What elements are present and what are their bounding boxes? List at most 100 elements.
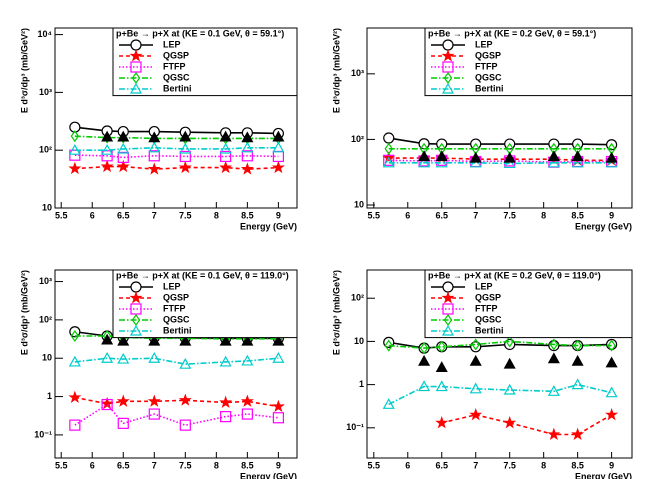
- marker: [418, 156, 431, 168]
- marker: [240, 394, 254, 407]
- x-tick-label: 8: [214, 460, 219, 470]
- marker: [220, 411, 232, 423]
- legend-label: QGSP: [475, 292, 501, 302]
- legend-label: FTFP: [475, 61, 498, 71]
- x-tick-label: 6: [405, 460, 410, 470]
- marker: [241, 354, 254, 366]
- marker: [148, 131, 161, 143]
- x-tick-label: 8.5: [571, 210, 584, 220]
- marker: [383, 154, 395, 166]
- panel: 5.5 6 6.5 7 7.5 8 8.5 9 10⁻¹ 1 10 10² Energy (GeV) E …: [331, 269, 633, 479]
- x-tick-label: 7: [152, 460, 157, 470]
- y-axis-label: E d³σ/dp³ (mb/GeV²): [19, 270, 29, 355]
- marker: [101, 333, 114, 345]
- marker: [442, 39, 454, 51]
- marker: [178, 160, 192, 174]
- marker: [219, 334, 232, 346]
- x-tick-label: 6.5: [435, 460, 448, 470]
- marker: [549, 338, 559, 351]
- marker: [505, 335, 514, 348]
- x-tick-label: 9: [276, 460, 281, 470]
- x-tick-label: 7.5: [179, 210, 192, 220]
- y-tick-label: 10³: [39, 87, 52, 97]
- marker: [117, 334, 130, 346]
- marker: [469, 354, 482, 366]
- marker: [179, 142, 192, 154]
- y-tick-label: 10³: [351, 68, 364, 78]
- marker: [382, 398, 395, 409]
- marker: [442, 281, 454, 293]
- marker: [547, 150, 560, 162]
- legend-label: Bertini: [163, 83, 192, 93]
- marker: [148, 408, 160, 420]
- marker: [129, 291, 143, 304]
- marker: [69, 419, 81, 431]
- marker: [179, 334, 192, 346]
- marker: [179, 357, 192, 369]
- marker: [435, 150, 448, 162]
- marker: [116, 394, 130, 407]
- marker: [382, 156, 395, 168]
- x-tick-label: 7.5: [503, 210, 516, 220]
- marker: [503, 157, 516, 169]
- marker: [101, 351, 114, 363]
- marker: [383, 132, 395, 144]
- x-tick-label: 8.5: [241, 210, 254, 220]
- marker: [437, 340, 446, 353]
- legend-box: [424, 27, 633, 97]
- marker: [101, 130, 114, 142]
- marker: [148, 351, 161, 363]
- marker: [148, 150, 160, 162]
- marker: [441, 49, 455, 62]
- marker: [469, 382, 482, 394]
- marker: [241, 150, 253, 162]
- panel: 5.5 6 6.5 7 7.5 8 8.5 9 10 10² 10³ 10⁴ Energy (GeV) E…: [19, 27, 298, 231]
- marker: [129, 324, 143, 336]
- y-tick-label: 10: [354, 199, 364, 209]
- marker: [101, 143, 114, 155]
- marker: [148, 141, 161, 153]
- y-tick-label: 10: [42, 353, 52, 363]
- marker: [117, 352, 130, 364]
- marker: [100, 159, 114, 173]
- marker: [70, 329, 80, 343]
- panel: 5.5 6 6.5 7 7.5 8 8.5 9 10 10² 10³ Energy (GeV) E d³…: [331, 27, 633, 231]
- legend-label: LEP: [163, 39, 181, 49]
- marker: [469, 407, 483, 421]
- marker: [271, 160, 285, 174]
- marker: [219, 395, 233, 409]
- legend-box: [112, 27, 298, 97]
- x-tick-label: 5.5: [368, 210, 381, 220]
- legend-label: FTFP: [163, 303, 186, 313]
- x-tick-label: 9: [609, 460, 614, 470]
- marker: [435, 416, 449, 429]
- marker: [471, 338, 480, 351]
- marker: [179, 150, 191, 163]
- marker: [272, 334, 285, 346]
- legend-label: Bertini: [475, 325, 504, 335]
- chart-title: p+Be → p+X at (KE = 0.1 GeV, θ = 119.0°): [116, 270, 289, 280]
- marker: [240, 162, 254, 175]
- y-tick-label: 10²: [39, 145, 52, 155]
- marker: [68, 390, 82, 403]
- marker: [435, 380, 448, 392]
- marker: [419, 342, 429, 355]
- marker: [130, 39, 142, 51]
- y-axis-label: E d³σ/dp³ (mb/GeV²): [331, 28, 341, 113]
- series-line: [74, 357, 279, 365]
- chart-title: p+Be → p+X at (KE = 0.2 GeV, θ = 119.0°): [428, 270, 601, 280]
- legend-label: QGSC: [163, 72, 190, 82]
- marker: [241, 131, 254, 143]
- marker: [68, 355, 81, 367]
- x-tick-label: 6: [90, 460, 95, 470]
- marker: [469, 151, 482, 163]
- marker: [219, 160, 233, 174]
- y-axis-label: E d³σ/dp³ (mb/GeV²): [331, 270, 341, 355]
- marker: [605, 407, 619, 421]
- marker: [272, 412, 284, 424]
- panel: 5.5 6 6.5 7 7.5 8 8.5 9 10⁻¹ 1 10 10² 10³ Energy (GeV…: [19, 269, 298, 479]
- legend-label: QGSP: [163, 50, 189, 60]
- marker: [607, 339, 616, 352]
- marker: [605, 151, 618, 163]
